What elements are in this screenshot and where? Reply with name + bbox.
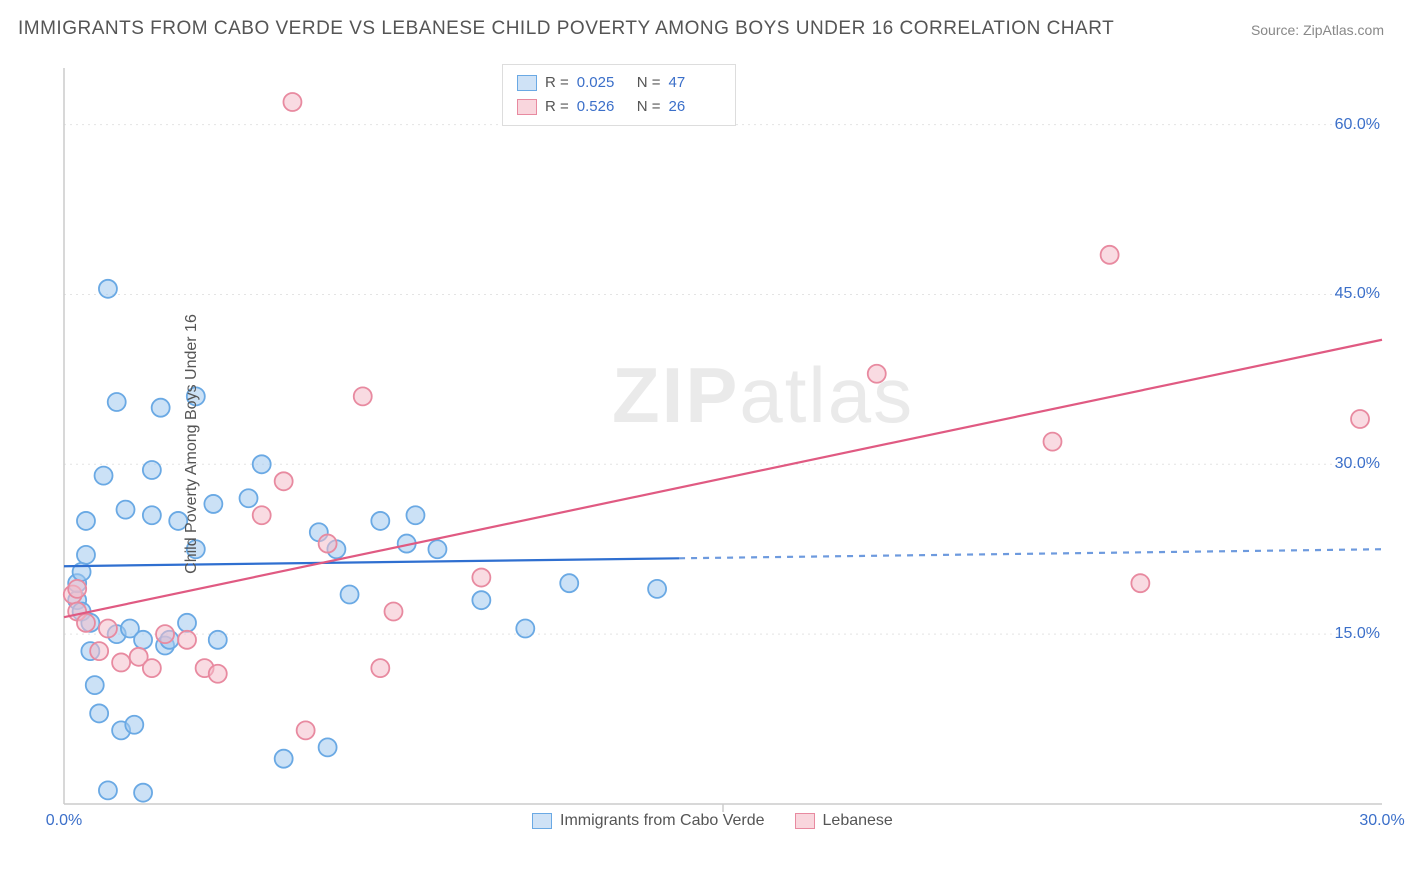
y-tick-label: 15.0%: [1335, 625, 1380, 643]
legend-item: Immigrants from Cabo Verde: [532, 812, 765, 830]
chart-container: IMMIGRANTS FROM CABO VERDE VS LEBANESE C…: [0, 0, 1406, 892]
y-axis-label: Child Poverty Among Boys Under 16: [183, 314, 201, 574]
legend-row: R = 0.025 N = 47: [517, 71, 721, 95]
y-tick-label: 30.0%: [1335, 455, 1380, 473]
legend-n-value: 26: [669, 95, 721, 119]
scatter-chart: [52, 60, 1388, 828]
legend-r-label: R =: [545, 95, 569, 119]
legend-swatch: [517, 99, 537, 115]
legend-item: Lebanese: [795, 812, 893, 830]
legend-r-label: R =: [545, 71, 569, 95]
x-tick-label: 30.0%: [1359, 812, 1404, 830]
x-tick-label: 0.0%: [46, 812, 82, 830]
legend-swatch: [532, 813, 552, 829]
legend-n-value: 47: [669, 71, 721, 95]
chart-title: IMMIGRANTS FROM CABO VERDE VS LEBANESE C…: [18, 18, 1114, 40]
legend-n-label: N =: [637, 71, 661, 95]
legend-row: R = 0.526 N = 26: [517, 95, 721, 119]
y-tick-label: 60.0%: [1335, 116, 1380, 134]
legend-label: Lebanese: [823, 812, 893, 830]
plot-area: Child Poverty Among Boys Under 16 ZIPatl…: [52, 60, 1388, 828]
legend-swatch: [795, 813, 815, 829]
legend-n-label: N =: [637, 95, 661, 119]
y-tick-label: 45.0%: [1335, 285, 1380, 303]
series-legend: Immigrants from Cabo Verde Lebanese: [532, 812, 893, 830]
legend-r-value: 0.025: [577, 71, 629, 95]
correlation-legend: R = 0.025 N = 47 R = 0.526 N = 26: [502, 64, 736, 126]
legend-swatch: [517, 75, 537, 91]
chart-source: Source: ZipAtlas.com: [1251, 22, 1384, 38]
legend-label: Immigrants from Cabo Verde: [560, 812, 765, 830]
legend-r-value: 0.526: [577, 95, 629, 119]
